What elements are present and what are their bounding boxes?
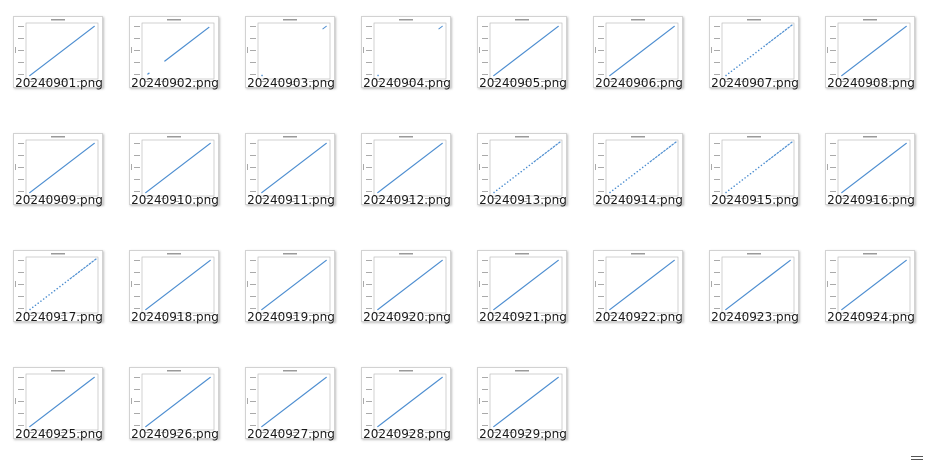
file-item[interactable]: 20240902.png [117,0,233,117]
file-item[interactable]: 20240925.png [1,351,117,464]
file-item[interactable]: 20240919.png [233,234,349,351]
file-item[interactable]: 20240924.png [813,234,929,351]
file-name-label: 20240921.png [479,310,567,324]
file-item[interactable]: 20240901.png [1,0,117,117]
scatter-plot-thumbnail-icon [361,16,451,88]
file-name-label: 20240927.png [247,427,335,441]
scatter-plot-thumbnail-icon [129,133,219,205]
file-name-label: 20240913.png [479,193,567,207]
file-item[interactable]: 20240913.png [465,117,581,234]
scatter-plot-thumbnail-icon [129,16,219,88]
scatter-plot-thumbnail-icon [477,16,567,88]
scatter-plot-thumbnail-icon [13,16,103,88]
file-item[interactable]: 20240905.png [465,0,581,117]
file-item[interactable]: 20240921.png [465,234,581,351]
scatter-plot-thumbnail-icon [477,250,567,322]
scatter-plot-thumbnail-icon [361,250,451,322]
file-name-label: 20240920.png [363,310,451,324]
file-item[interactable]: 20240908.png [813,0,929,117]
scatter-plot-thumbnail-icon [129,367,219,439]
file-name-label: 20240907.png [711,76,799,90]
file-item[interactable]: 20240910.png [117,117,233,234]
file-item[interactable]: 20240906.png [581,0,697,117]
file-name-label: 20240903.png [247,76,335,90]
file-name-label: 20240919.png [247,310,335,324]
file-item[interactable]: 20240922.png [581,234,697,351]
file-name-label: 20240917.png [15,310,103,324]
file-name-label: 20240922.png [595,310,683,324]
scatter-plot-thumbnail-icon [477,367,567,439]
scatter-plot-thumbnail-icon [245,133,335,205]
file-name-label: 20240918.png [131,310,219,324]
scatter-plot-thumbnail-icon [13,250,103,322]
file-name-label: 20240911.png [247,193,335,207]
file-name-label: 20240905.png [479,76,567,90]
scatter-plot-thumbnail-icon [709,250,799,322]
file-name-label: 20240923.png [711,310,799,324]
file-item[interactable]: 20240923.png [697,234,813,351]
file-item[interactable]: 20240929.png [465,351,581,464]
file-item[interactable]: 20240912.png [349,117,465,234]
file-item[interactable]: 20240927.png [233,351,349,464]
file-item[interactable]: 20240926.png [117,351,233,464]
scatter-plot-thumbnail-icon [593,250,683,322]
scatter-plot-thumbnail-icon [361,133,451,205]
scatter-plot-thumbnail-icon [361,367,451,439]
file-name-label: 20240910.png [131,193,219,207]
file-item[interactable]: 20240911.png [233,117,349,234]
file-item[interactable]: 20240917.png [1,234,117,351]
file-name-label: 20240925.png [15,427,103,441]
scatter-plot-thumbnail-icon [825,133,915,205]
scatter-plot-thumbnail-icon [593,133,683,205]
scatter-plot-thumbnail-icon [709,16,799,88]
scatter-plot-thumbnail-icon [477,133,567,205]
file-name-label: 20240928.png [363,427,451,441]
scatter-plot-thumbnail-icon [245,16,335,88]
file-item[interactable]: 20240928.png [349,351,465,464]
scatter-plot-thumbnail-icon [825,250,915,322]
scatter-plot-thumbnail-icon [245,367,335,439]
scatter-plot-thumbnail-icon [593,16,683,88]
file-name-label: 20240924.png [827,310,915,324]
scatter-plot-thumbnail-icon [13,367,103,439]
file-name-label: 20240916.png [827,193,915,207]
file-name-label: 20240904.png [363,76,451,90]
scatter-plot-thumbnail-icon [709,133,799,205]
file-item[interactable]: 20240909.png [1,117,117,234]
file-name-label: 20240929.png [479,427,567,441]
scatter-plot-thumbnail-icon [825,16,915,88]
file-item[interactable]: 20240914.png [581,117,697,234]
file-item[interactable]: 20240916.png [813,117,929,234]
file-name-label: 20240926.png [131,427,219,441]
file-item[interactable]: 20240907.png [697,0,813,117]
file-name-label: 20240914.png [595,193,683,207]
file-name-label: 20240909.png [15,193,103,207]
file-name-label: 20240915.png [711,193,799,207]
scatter-plot-thumbnail-icon [129,250,219,322]
file-name-label: 20240912.png [363,193,451,207]
file-name-label: 20240901.png [15,76,103,90]
scatter-plot-thumbnail-icon [13,133,103,205]
resize-grip-icon[interactable] [911,456,923,462]
file-name-label: 20240906.png [595,76,683,90]
file-item[interactable]: 20240903.png [233,0,349,117]
scatter-plot-thumbnail-icon [245,250,335,322]
file-name-label: 20240908.png [827,76,915,90]
file-item[interactable]: 20240904.png [349,0,465,117]
file-item[interactable]: 20240918.png [117,234,233,351]
file-item[interactable]: 20240915.png [697,117,813,234]
file-name-label: 20240902.png [131,76,219,90]
file-item[interactable]: 20240920.png [349,234,465,351]
